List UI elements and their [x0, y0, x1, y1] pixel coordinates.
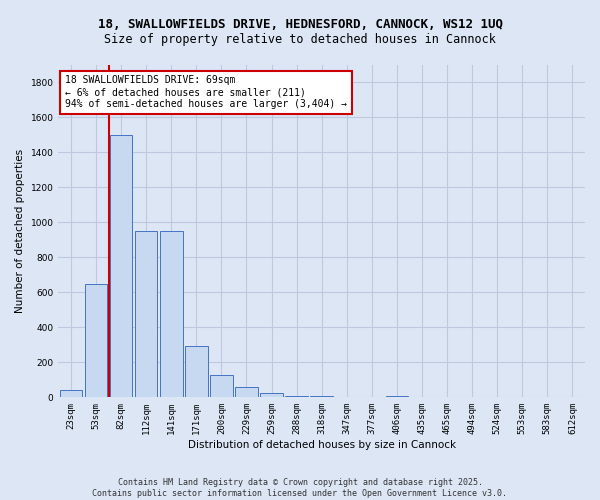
Bar [59, 390, 82, 398]
Bar [260, 394, 283, 398]
Bar [286, 396, 308, 398]
Text: Contains HM Land Registry data © Crown copyright and database right 2025.
Contai: Contains HM Land Registry data © Crown c… [92, 478, 508, 498]
Text: 18, SWALLOWFIELDS DRIVE, HEDNESFORD, CANNOCK, WS12 1UQ: 18, SWALLOWFIELDS DRIVE, HEDNESFORD, CAN… [97, 18, 503, 30]
Bar [185, 346, 208, 398]
Bar [210, 374, 233, 398]
Bar [310, 396, 333, 398]
Bar [160, 231, 182, 398]
Text: 18 SWALLOWFIELDS DRIVE: 69sqm
← 6% of detached houses are smaller (211)
94% of s: 18 SWALLOWFIELDS DRIVE: 69sqm ← 6% of de… [65, 76, 347, 108]
Bar [110, 135, 133, 398]
Bar [85, 284, 107, 398]
Bar [135, 231, 157, 398]
X-axis label: Distribution of detached houses by size in Cannock: Distribution of detached houses by size … [188, 440, 456, 450]
Bar [235, 387, 258, 398]
Text: Size of property relative to detached houses in Cannock: Size of property relative to detached ho… [104, 32, 496, 46]
Bar [386, 396, 408, 398]
Y-axis label: Number of detached properties: Number of detached properties [15, 149, 25, 313]
